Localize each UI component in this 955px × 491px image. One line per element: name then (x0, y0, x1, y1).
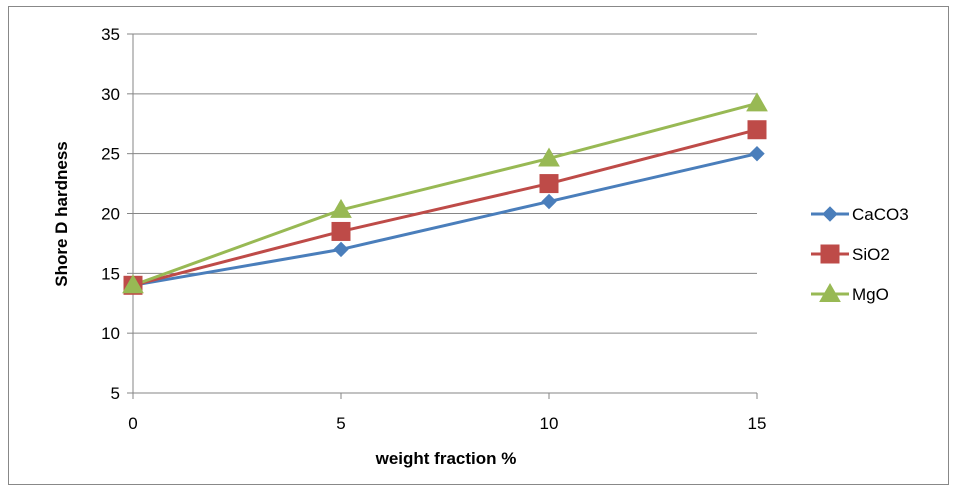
series-markers (122, 92, 768, 295)
point-mgo-10 (538, 147, 560, 167)
chart-frame (8, 6, 949, 485)
point-mgo-15 (746, 92, 768, 112)
y-tick-label-25: 25 (101, 145, 120, 164)
series-line-mgo (132, 101, 758, 287)
series-line-caco3 (132, 152, 758, 287)
point-mgo-5 (330, 198, 352, 218)
y-tick-label-5: 5 (111, 384, 120, 403)
series-line-sio2 (132, 128, 758, 287)
point-caco3-10 (541, 193, 557, 210)
x-tick-label-10: 10 (540, 414, 559, 433)
legend-marker-caco3 (822, 206, 838, 222)
point-sio2-5 (331, 221, 351, 241)
y-tick-label-15: 15 (101, 264, 120, 283)
x-tick-label-0: 0 (128, 414, 137, 433)
legend: CaCO3 SiO2 MgO (811, 205, 909, 304)
y-tick-label-10: 10 (101, 324, 120, 343)
point-caco3-15 (749, 145, 765, 162)
legend-label-sio2: SiO2 (852, 245, 890, 264)
y-tick-label-35: 35 (101, 25, 120, 44)
legend-label-caco3: CaCO3 (852, 205, 909, 224)
legend-label-mgo: MgO (852, 285, 889, 304)
y-axis-title: Shore D hardness (52, 141, 71, 287)
point-caco3-5 (333, 241, 349, 258)
point-sio2-10 (539, 174, 559, 194)
x-tick-label-15: 15 (748, 414, 767, 433)
grid-lines (133, 33, 757, 334)
x-axis-title: weight fraction % (375, 449, 517, 468)
legend-marker-sio2 (820, 244, 840, 264)
y-tick-label-20: 20 (101, 205, 120, 224)
point-mgo-0 (122, 274, 144, 294)
x-tick-label-5: 5 (336, 414, 345, 433)
legend-marker-mgo (819, 282, 841, 302)
point-sio2-15 (747, 120, 767, 140)
series-lines (132, 101, 758, 287)
axes (127, 33, 758, 399)
y-tick-label-30: 30 (101, 85, 120, 104)
